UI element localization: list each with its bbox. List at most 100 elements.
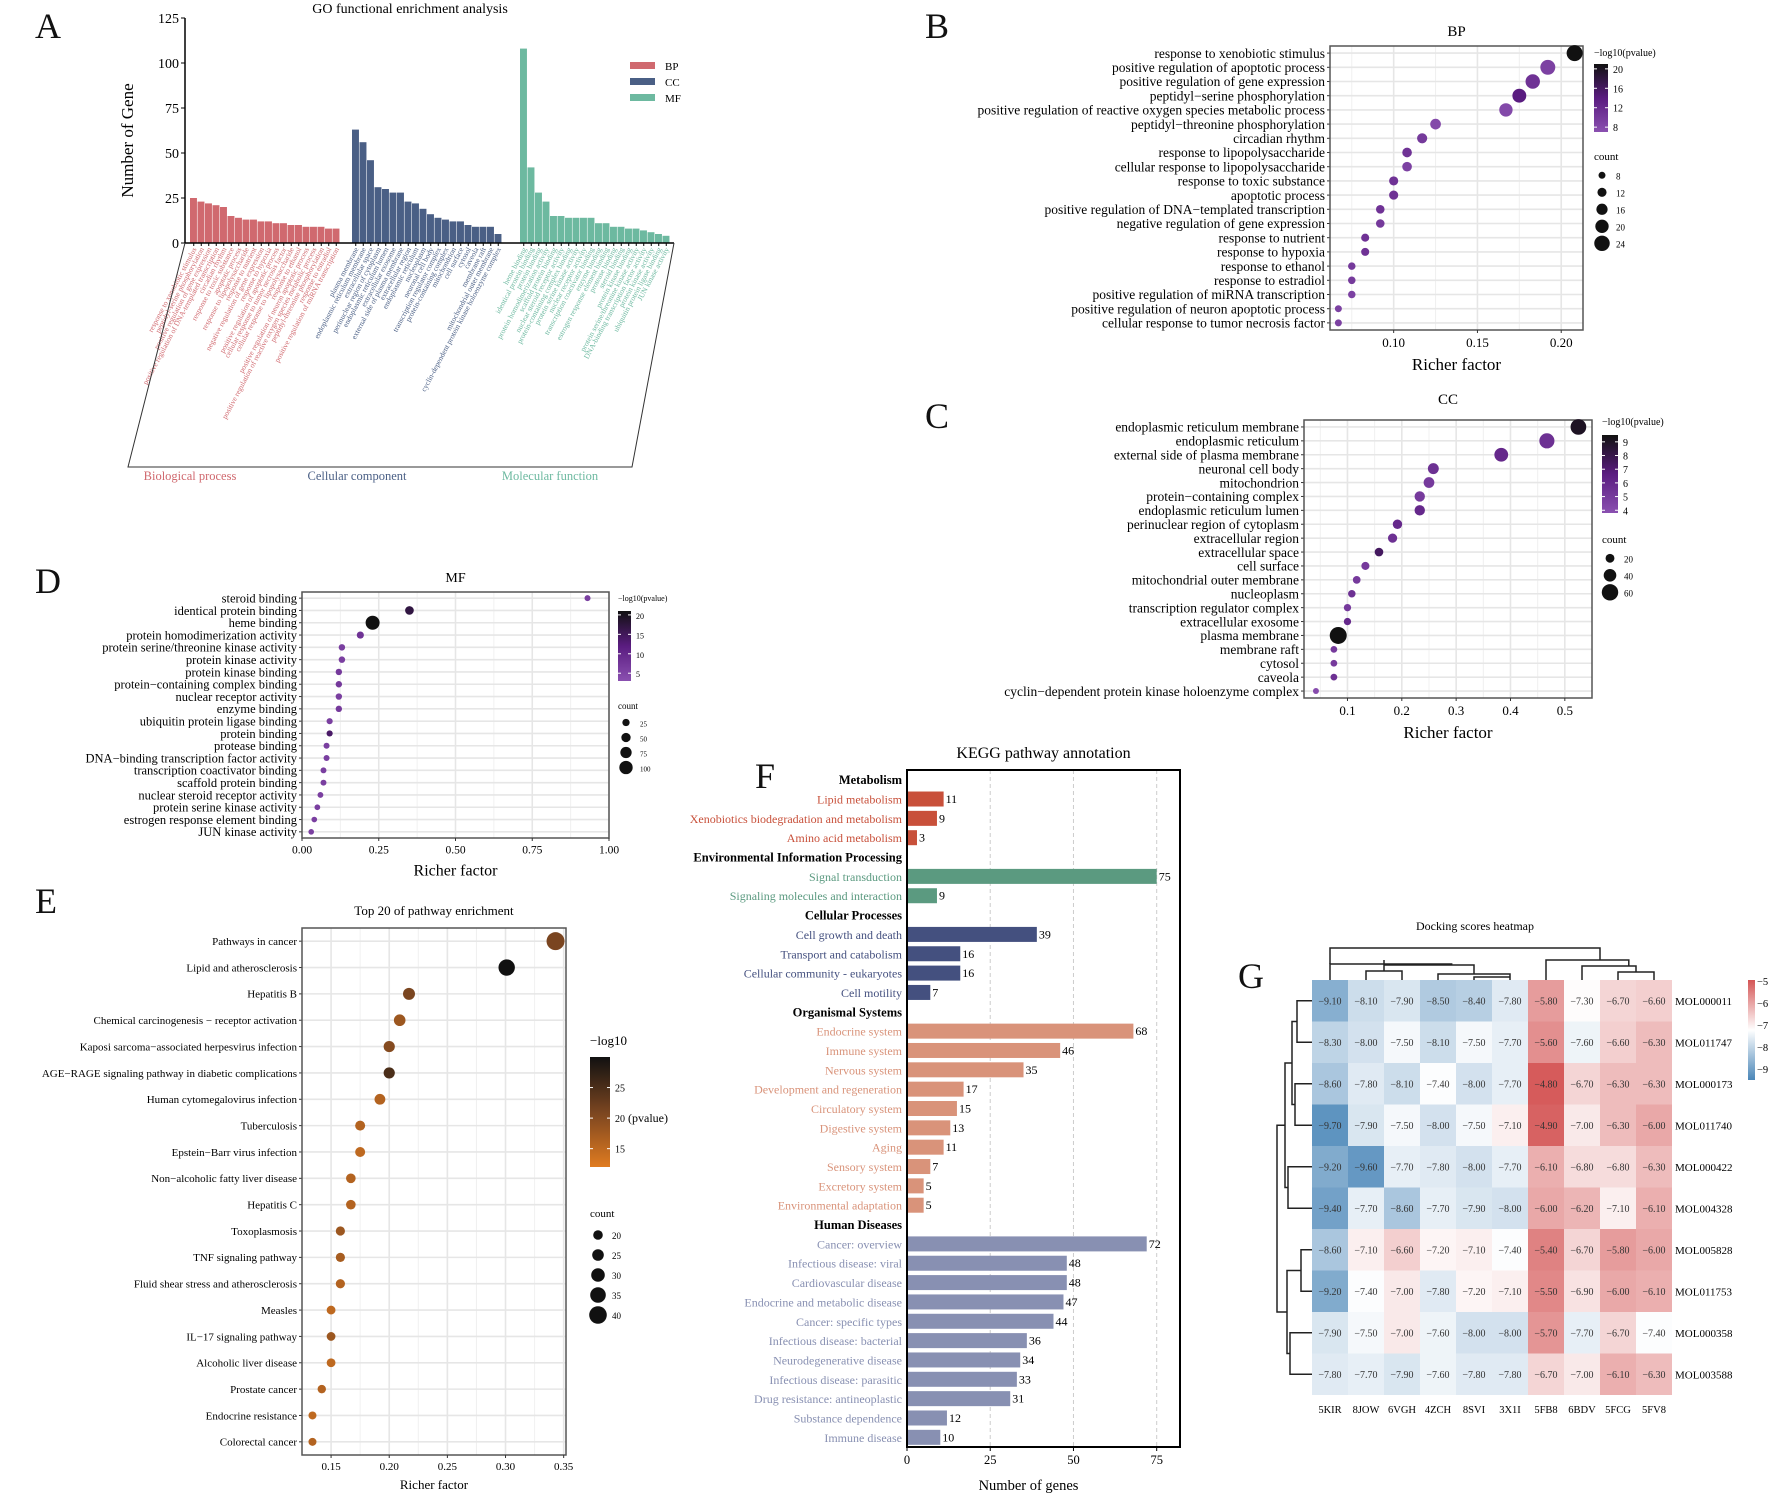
bar-value: 44: [1055, 1314, 1067, 1328]
dot: [1423, 477, 1435, 488]
bar: [907, 1062, 1024, 1078]
dot: [335, 681, 343, 688]
dot: [320, 779, 327, 786]
category-header: Cellular Processes: [805, 909, 902, 923]
dot: [1566, 45, 1583, 62]
heatmap-cell: [1528, 1063, 1564, 1105]
bar-mf: [542, 201, 550, 243]
cell-value: −5.80: [1606, 1245, 1629, 1256]
dot: [326, 730, 333, 737]
colorbar-tick-label: 15: [636, 631, 644, 640]
dot: [317, 792, 324, 798]
y-tick-label: Fluid shear stress and atherosclerosis: [134, 1279, 297, 1291]
bar-value: 9: [939, 811, 945, 825]
bar-value: 34: [1022, 1353, 1034, 1367]
heatmap-cell: [1420, 1229, 1456, 1271]
heatmap-cell: [1492, 1021, 1528, 1063]
dot: [1334, 305, 1342, 313]
y-tick-label: mitochondrial outer membrane: [1132, 573, 1299, 588]
dot: [356, 631, 364, 639]
heatmap-cell: [1456, 1104, 1492, 1146]
bar-label: Cardiovascular disease: [792, 1276, 902, 1290]
y-tick-label: JUN kinase activity: [198, 825, 297, 839]
cell-value: −8.60: [1318, 1079, 1341, 1090]
panel-letter-b: B: [925, 6, 950, 46]
bar-bp: [197, 201, 205, 243]
cell-value: −6.60: [1642, 996, 1665, 1007]
cell-value: −8.50: [1426, 996, 1449, 1007]
y-tick-label: nuclear steroid receptor activity: [138, 788, 297, 802]
dot: [335, 668, 343, 676]
column-label: 8SVI: [1463, 1405, 1486, 1416]
heatmap-cell: [1528, 980, 1564, 1022]
bar-cc: [487, 226, 494, 243]
dot: [393, 1014, 406, 1027]
heatmap-cell: [1564, 1063, 1600, 1105]
heatmap-cell: [1600, 1229, 1636, 1271]
cell-value: −7.40: [1354, 1287, 1377, 1298]
bar-bp: [302, 226, 310, 243]
bar: [907, 1410, 947, 1426]
heatmap-cell: [1312, 1353, 1348, 1395]
heatmap-cell: [1636, 1312, 1672, 1354]
size-legend-title: count: [618, 701, 638, 711]
size-legend-dot: [619, 760, 633, 775]
bar-label: Nervous system: [825, 1063, 903, 1077]
row-label: MOL003588: [1675, 1369, 1733, 1381]
bar-value: 7: [932, 985, 938, 999]
dot: [1430, 118, 1441, 130]
y-tick-label: positive regulation of apoptotic process: [1112, 60, 1325, 75]
heatmap-cell: [1348, 1229, 1384, 1271]
row-label: MOL000422: [1675, 1162, 1732, 1174]
size-legend-label: 24: [1616, 239, 1626, 249]
colorbar-title: −log10: [590, 1033, 627, 1048]
x-axis-label: Richer factor: [1412, 355, 1502, 374]
size-legend-dot: [1605, 553, 1615, 563]
legend-swatch-cc: [630, 78, 655, 85]
heatmap-cell: [1384, 980, 1420, 1022]
bar-mf: [565, 217, 572, 243]
heatmap-cell: [1384, 1229, 1420, 1271]
heatmap-cell: [1528, 1229, 1564, 1271]
y-tick-label: heme binding: [229, 616, 298, 630]
group-label: Molecular function: [502, 469, 599, 483]
y-tick-label: Alcoholic liver disease: [196, 1358, 297, 1370]
bar-mf: [625, 228, 632, 243]
bar-label: Endocrine system: [816, 1025, 902, 1039]
heatmap-cell: [1600, 1104, 1636, 1146]
colorbar-tick-label: −5: [1757, 977, 1768, 988]
dot: [1414, 505, 1425, 516]
dot: [1348, 589, 1356, 598]
bar-cc: [374, 187, 382, 243]
cell-value: −7.80: [1354, 1079, 1377, 1090]
heatmap-cell: [1528, 1312, 1564, 1354]
legend-label: MF: [665, 93, 681, 105]
dot: [584, 595, 591, 602]
size-legend-dot: [1596, 203, 1608, 215]
x-tick-label: 0.75: [522, 845, 542, 857]
plot-frame: [1303, 419, 1593, 699]
heatmap-cell: [1528, 1187, 1564, 1229]
cell-value: −4.90: [1534, 1121, 1557, 1132]
heatmap-cell: [1348, 980, 1384, 1022]
heatmap-cell: [1456, 1021, 1492, 1063]
bar-cc: [382, 189, 389, 243]
cell-value: −8.00: [1498, 1204, 1521, 1215]
cell-value: −6.30: [1606, 1079, 1629, 1090]
x-tick-label: 0.50: [445, 845, 465, 857]
cell-value: −6.00: [1642, 1245, 1665, 1256]
bar-bp: [310, 226, 317, 243]
y-tick-label: steroid binding: [222, 592, 298, 606]
x-tick-label: 0.1: [1339, 703, 1355, 718]
row-label: MOL000173: [1675, 1079, 1733, 1091]
cell-value: −6.80: [1570, 1162, 1593, 1173]
bar-label: Amino acid metabolism: [787, 831, 903, 845]
y-axis-label: Number of Gene: [118, 83, 137, 197]
y-tick-label: response to hypoxia: [1217, 245, 1325, 260]
bar-label: Cellular community - eukaryotes: [744, 967, 903, 981]
column-label: 6BDV: [1568, 1405, 1596, 1416]
dot: [1512, 88, 1527, 103]
dot: [317, 1384, 326, 1394]
bar-label: Cell growth and death: [796, 928, 902, 942]
row-label: MOL011747: [1675, 1037, 1733, 1049]
